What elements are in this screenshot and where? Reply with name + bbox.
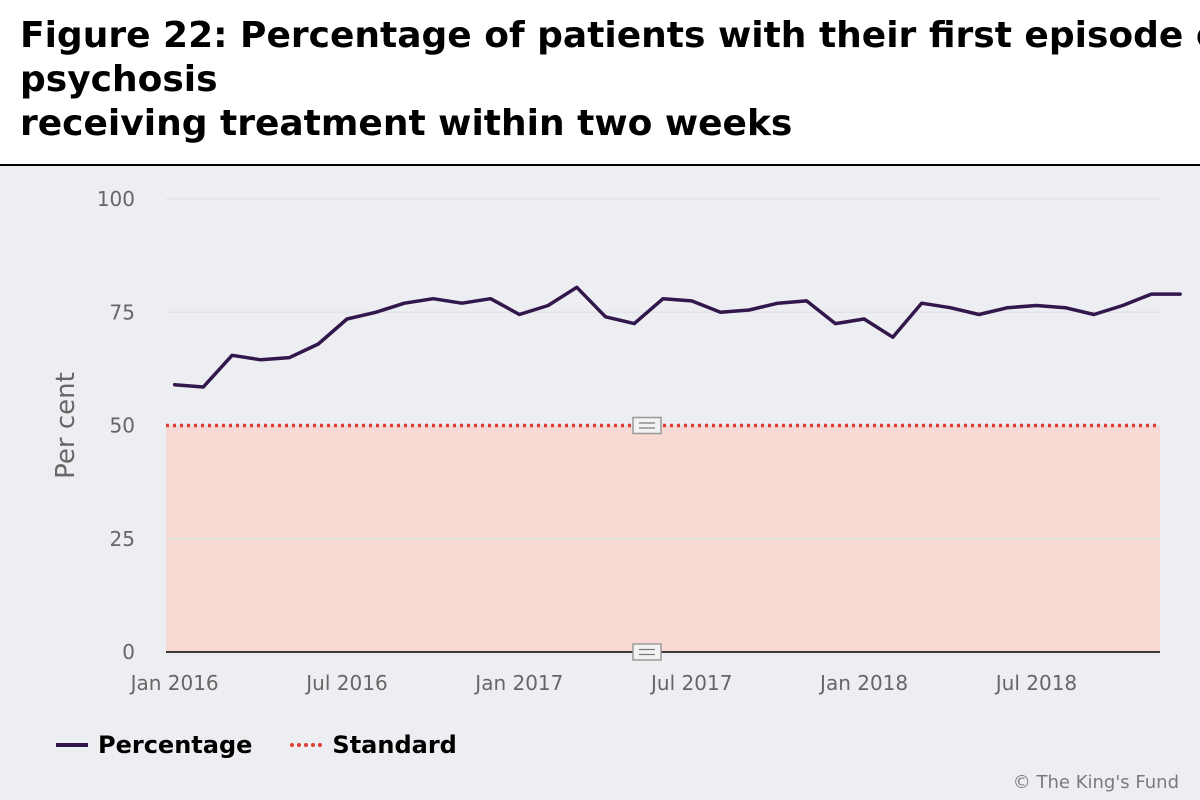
data-point-1[interactable] [170,380,180,390]
y-tick-label-25: 25 [110,527,135,551]
data-point-17[interactable] [629,319,639,329]
y-axis-title: Per cent [51,372,81,479]
band-top-handle[interactable] [632,416,662,435]
data-point-27[interactable] [917,298,927,308]
title-bar: Figure 22: Percentage of patients with t… [0,0,1200,166]
data-point-11[interactable] [457,298,467,308]
data-point-8[interactable] [371,307,381,317]
band-bottom-handle[interactable] [632,643,662,661]
x-tick-label-jul-2018: Jul 2018 [994,671,1077,695]
data-point-31[interactable] [1031,300,1041,310]
y-tick-label-100: 100 [97,187,135,211]
data-point-3[interactable] [227,350,237,360]
data-point-35[interactable] [1146,289,1156,299]
data-point-30[interactable] [1003,303,1013,313]
page-title: Figure 22: Percentage of patients with t… [20,15,1200,144]
data-point-2[interactable] [198,382,208,392]
legend-swatch-percentage [56,743,88,747]
y-tick-label-75: 75 [110,300,135,324]
y-tick-label-50: 50 [110,414,135,438]
data-point-22[interactable] [773,298,783,308]
data-point-7[interactable] [342,314,352,324]
percentage-line[interactable] [172,285,1182,389]
data-point-23[interactable] [802,296,812,306]
data-point-4[interactable] [256,355,266,365]
data-point-10[interactable] [428,294,438,304]
data-point-13[interactable] [514,310,524,320]
legend-item-standard[interactable]: Standard [290,731,457,759]
x-tick-label-jan-2018: Jan 2018 [818,671,908,695]
x-tick-label-jul-2017: Jul 2017 [649,671,732,695]
legend-label-standard: Standard [332,731,457,759]
data-point-6[interactable] [313,339,323,349]
data-point-33[interactable] [1089,310,1099,320]
x-tick-label-jan-2017: Jan 2017 [473,671,563,695]
legend: Percentage Standard [56,730,495,760]
data-point-36[interactable] [1175,289,1185,299]
data-point-15[interactable] [572,282,582,292]
data-point-21[interactable] [744,305,754,315]
data-point-34[interactable] [1118,300,1128,310]
data-point-32[interactable] [1060,303,1070,313]
data-point-16[interactable] [601,312,611,322]
x-tick-label-jan-2016: Jan 2016 [129,671,219,695]
legend-label-percentage: Percentage [98,731,253,759]
legend-item-percentage[interactable]: Percentage [56,731,252,759]
data-point-12[interactable] [486,294,496,304]
credit-text[interactable]: © The King's Fund [1012,772,1179,793]
data-point-28[interactable] [945,303,955,313]
data-point-29[interactable] [974,310,984,320]
data-point-18[interactable] [658,294,668,304]
data-point-25[interactable] [859,314,869,324]
data-point-26[interactable] [888,332,898,342]
data-point-19[interactable] [687,296,697,306]
data-point-20[interactable] [715,307,725,317]
y-tick-label-0: 0 [122,640,135,664]
data-point-9[interactable] [399,298,409,308]
data-point-24[interactable] [830,319,840,329]
legend-swatch-standard [290,743,323,747]
x-tick-label-jul-2016: Jul 2016 [304,671,387,695]
data-point-5[interactable] [285,353,295,363]
data-point-14[interactable] [543,300,553,310]
